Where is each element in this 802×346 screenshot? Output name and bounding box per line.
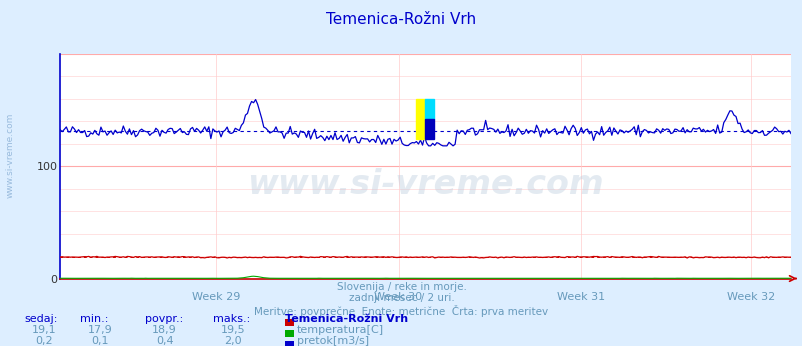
Text: 17,9: 17,9 (88, 325, 112, 335)
Text: min.:: min.: (80, 314, 108, 324)
Bar (425, 99, 434, 119)
Text: 19,5: 19,5 (221, 325, 245, 335)
Text: Meritve: povprečne  Enote: metrične  Črta: prva meritev: Meritve: povprečne Enote: metrične Črta:… (254, 305, 548, 317)
Text: 2,0: 2,0 (224, 336, 241, 346)
Text: Week 30: Week 30 (374, 292, 422, 302)
Text: 19,1: 19,1 (32, 325, 56, 335)
Text: povpr.:: povpr.: (144, 314, 183, 324)
Text: www.si-vreme.com: www.si-vreme.com (247, 167, 603, 201)
Text: zadnji mesec / 2 uri.: zadnji mesec / 2 uri. (348, 293, 454, 303)
Text: 0,4: 0,4 (156, 336, 173, 346)
Text: 0,1: 0,1 (91, 336, 109, 346)
Text: 18,9: 18,9 (152, 325, 176, 335)
Text: 0,2: 0,2 (35, 336, 53, 346)
Text: www.si-vreme.com: www.si-vreme.com (5, 113, 14, 198)
Bar (425, 119, 434, 139)
Text: Temenica-Rožni Vrh: Temenica-Rožni Vrh (285, 314, 407, 324)
Text: Week 29: Week 29 (192, 292, 240, 302)
Text: Slovenija / reke in morje.: Slovenija / reke in morje. (336, 282, 466, 292)
Text: temperatura[C]: temperatura[C] (297, 325, 383, 335)
Text: pretok[m3/s]: pretok[m3/s] (297, 336, 369, 346)
Bar (415, 99, 425, 139)
Text: Week 31: Week 31 (557, 292, 605, 302)
Text: maks.:: maks.: (213, 314, 249, 324)
Text: sedaj:: sedaj: (24, 314, 58, 324)
Text: Temenica-Rožni Vrh: Temenica-Rožni Vrh (326, 12, 476, 27)
Text: Week 32: Week 32 (726, 292, 774, 302)
